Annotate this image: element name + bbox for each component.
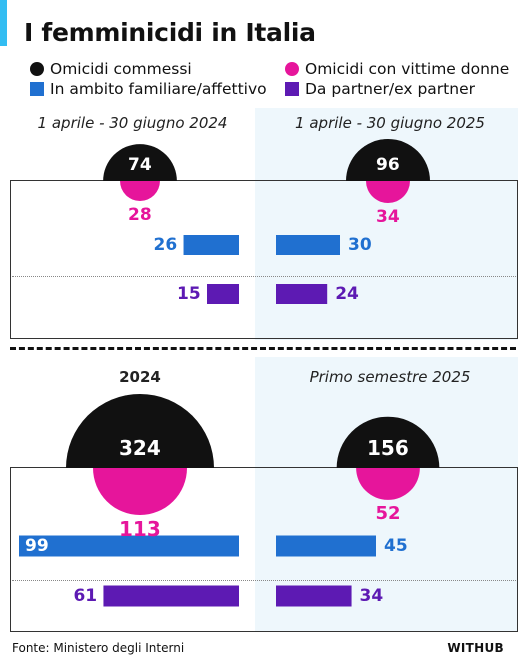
partner-bar-1-0	[103, 585, 239, 607]
legend-item-total: Omicidi commessi	[30, 60, 192, 78]
value-label-total-2025q: 96	[376, 155, 400, 175]
accent-bar	[0, 0, 7, 46]
total-semicircle-0-1	[346, 139, 430, 181]
family-bar-0-1	[276, 235, 340, 255]
legend-label: Omicidi con vittime donne	[305, 60, 510, 78]
black-circle-icon	[30, 62, 44, 76]
legend-label: In ambito familiare/affettivo	[50, 80, 267, 98]
value-label-women-2024q: 28	[128, 204, 152, 225]
partner-bar-0-0	[207, 284, 239, 304]
value-label-women-2024: 113	[119, 517, 161, 541]
family-bar-1-0	[19, 535, 239, 557]
value-label-family-2025h1: 45	[384, 536, 408, 556]
value-label-partner-2024: 61	[73, 586, 98, 606]
magenta-circle-icon	[285, 62, 299, 76]
partner-bar-0-1	[276, 284, 328, 304]
legend-label: Omicidi commessi	[50, 60, 192, 78]
section-divider	[10, 347, 516, 350]
value-label-family-2024q: 26	[153, 235, 178, 255]
women-semicircle-1-1	[356, 468, 420, 500]
family-bar-0-0	[183, 235, 239, 255]
period-label-top-right: 1 aprile - 30 giugno 2025	[295, 114, 485, 132]
legend-item-family: In ambito familiare/affettivo	[30, 80, 267, 98]
value-label-total-2025h1: 156	[367, 436, 409, 460]
value-label-family-2025q: 30	[348, 235, 372, 255]
partner-bar-1-1	[276, 585, 352, 607]
chart-frame-top	[10, 180, 518, 339]
value-label-partner-2025h1: 34	[359, 586, 384, 606]
page-title: I femminicidi in Italia	[24, 18, 316, 47]
blue-square-icon	[30, 82, 44, 96]
value-label-women-2025q: 34	[376, 207, 400, 227]
divider-dotted-bottom	[12, 580, 516, 581]
women-semicircle-1-0	[93, 468, 187, 515]
total-semicircle-1-0	[66, 394, 214, 468]
chart-frame-bottom	[10, 467, 518, 632]
value-label-partner-2024q: 15	[177, 284, 201, 304]
brand-logo: WITHUB	[447, 641, 504, 655]
total-semicircle-0-0	[103, 144, 177, 181]
value-label-total-2024: 324	[119, 436, 161, 460]
value-label-family-2024: 99	[25, 536, 49, 556]
legend-item-partner: Da partner/ex partner	[285, 80, 475, 98]
purple-square-icon	[285, 82, 299, 96]
total-semicircle-1-1	[336, 416, 440, 468]
source-note: Fonte: Ministero degli Interni	[12, 641, 185, 655]
period-label-top-left: 1 aprile - 30 giugno 2024	[37, 114, 228, 132]
women-semicircle-0-0	[120, 181, 160, 201]
legend: Omicidi commessi Omicidi con vittime don…	[30, 60, 520, 100]
legend-label: Da partner/ex partner	[305, 80, 475, 98]
period-label-bottom-right: Primo semestre 2025	[309, 368, 471, 386]
divider-dotted-top	[12, 276, 516, 277]
legend-item-women: Omicidi con vittime donne	[285, 60, 509, 78]
value-label-women-2025h1: 52	[375, 503, 401, 525]
family-bar-1-1	[276, 535, 376, 557]
value-label-total-2024q: 74	[128, 155, 152, 175]
value-label-partner-2025q: 24	[335, 284, 359, 304]
period-label-bottom-left: 2024	[119, 368, 161, 386]
women-semicircle-0-1	[366, 181, 410, 203]
